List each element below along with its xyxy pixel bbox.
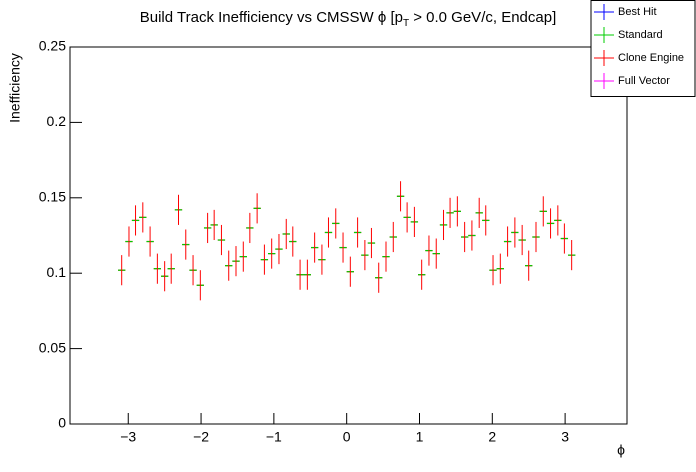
legend-label: Full Vector: [618, 75, 670, 87]
title-text: Build Track Inefficiency vs CMSSW ϕ [p: [140, 9, 403, 26]
x-tick-label: −1: [266, 429, 282, 445]
title-text: > 0.0 GeV/c, Endcap]: [409, 9, 556, 26]
chart-title: Build Track Inefficiency vs CMSSW ϕ [pT …: [140, 9, 557, 29]
legend: Best Hit Standard Clone Engine Full Vector: [590, 0, 696, 97]
x-tick-label: 3: [561, 429, 569, 445]
y-tick-label: 0.15: [39, 189, 66, 205]
y-tick-label: 0.05: [39, 339, 66, 355]
title-subscript: T: [403, 18, 409, 29]
plot-frame: [69, 46, 628, 425]
y-tick-label: 0.2: [47, 113, 67, 129]
y-tick-label: 0.1: [47, 264, 67, 280]
x-tick-label: 2: [488, 429, 496, 445]
x-tick-label: 1: [416, 429, 424, 445]
legend-label: Best Hit: [618, 6, 657, 18]
y-tick-label: 0: [58, 415, 66, 431]
legend-label: Clone Engine: [618, 52, 684, 64]
x-tick-label: −3: [120, 429, 136, 445]
x-axis-label: ϕ: [617, 442, 625, 458]
x-tick-label: −2: [193, 429, 209, 445]
y-tick-label: 0.25: [39, 38, 66, 54]
legend-label: Standard: [618, 29, 663, 41]
y-axis-label: Inefficiency: [7, 53, 23, 123]
x-tick-label: 0: [343, 429, 351, 445]
